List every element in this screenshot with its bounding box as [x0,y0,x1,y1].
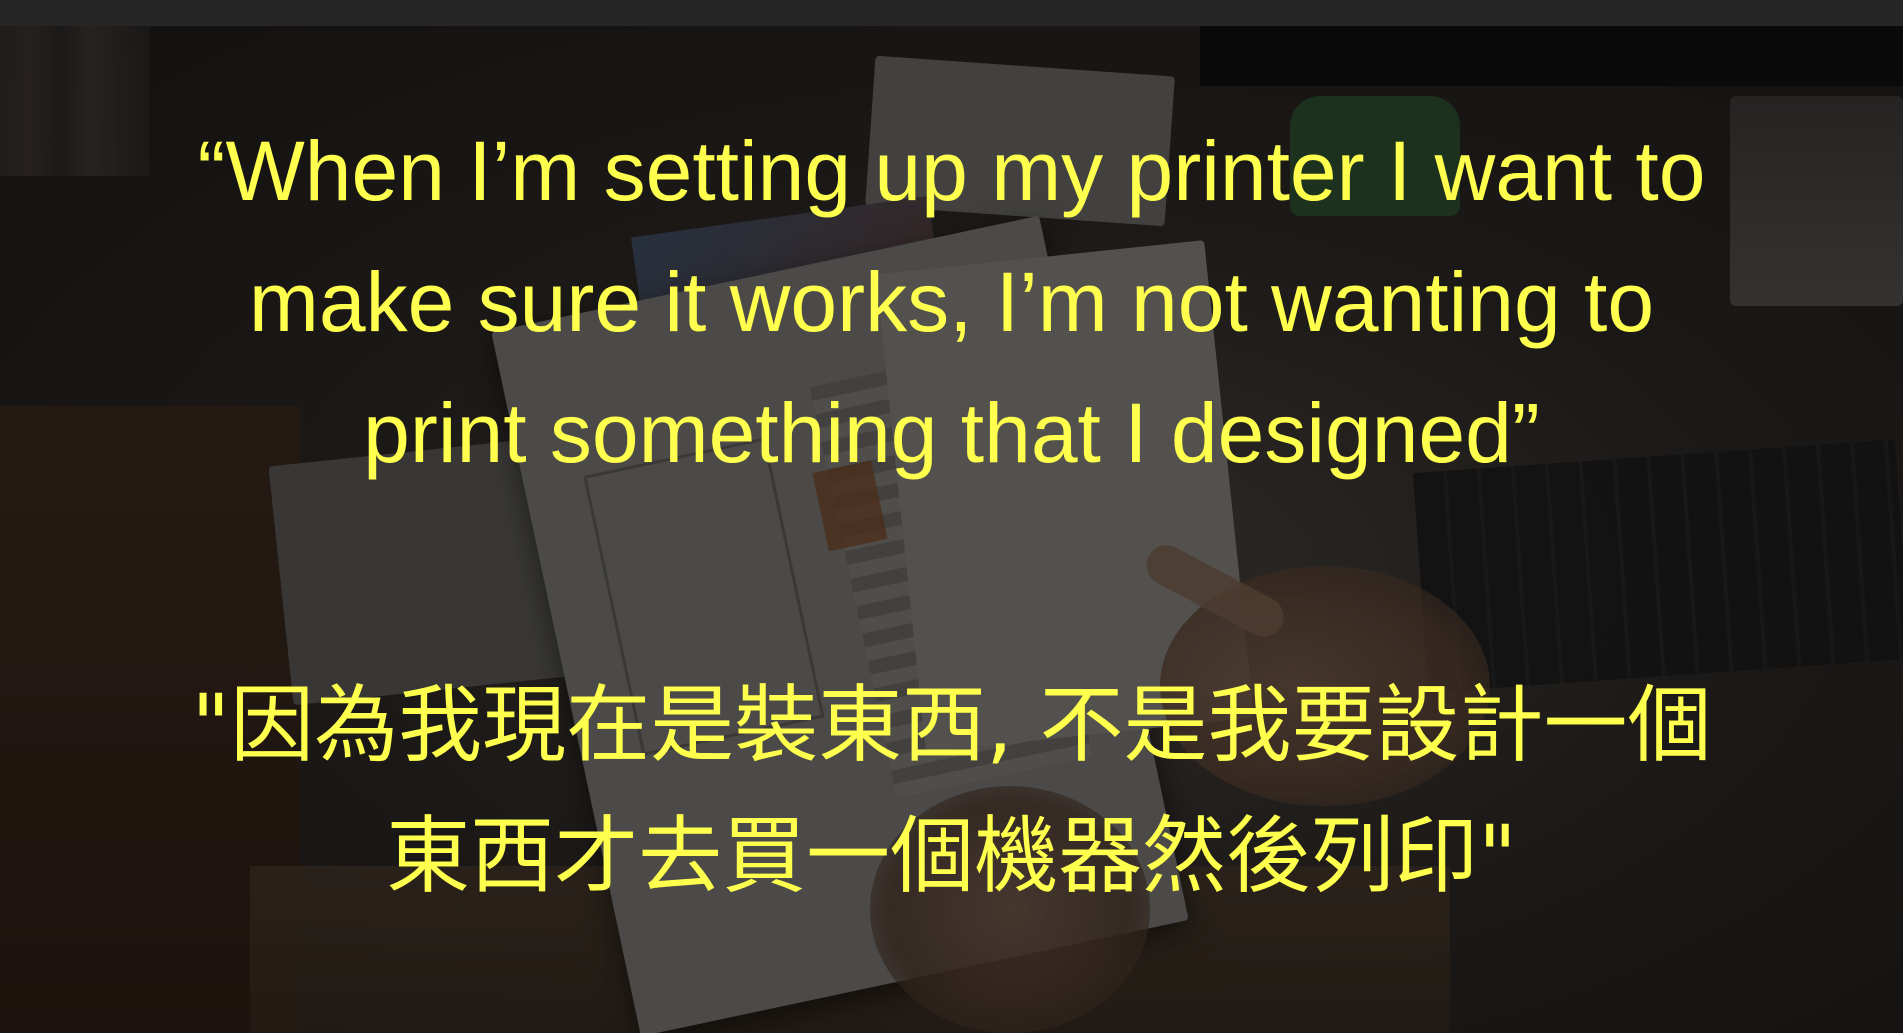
top-bar [0,0,1903,26]
caption-english: “When I’m setting up my printer I want t… [197,124,1706,480]
dim-overlay [0,26,1903,1033]
hand-bottom [870,786,1150,1033]
monitor-edge-background [1200,26,1903,86]
bookshelf-background [0,26,150,176]
caption-chinese: "因為我現在是裝東西, 不是我要設計一個東西才去買一個機器然後列印" [191,676,1712,905]
green-object-background [1290,96,1460,216]
device-background [1730,96,1903,306]
video-frame[interactable] [0,26,1903,1033]
